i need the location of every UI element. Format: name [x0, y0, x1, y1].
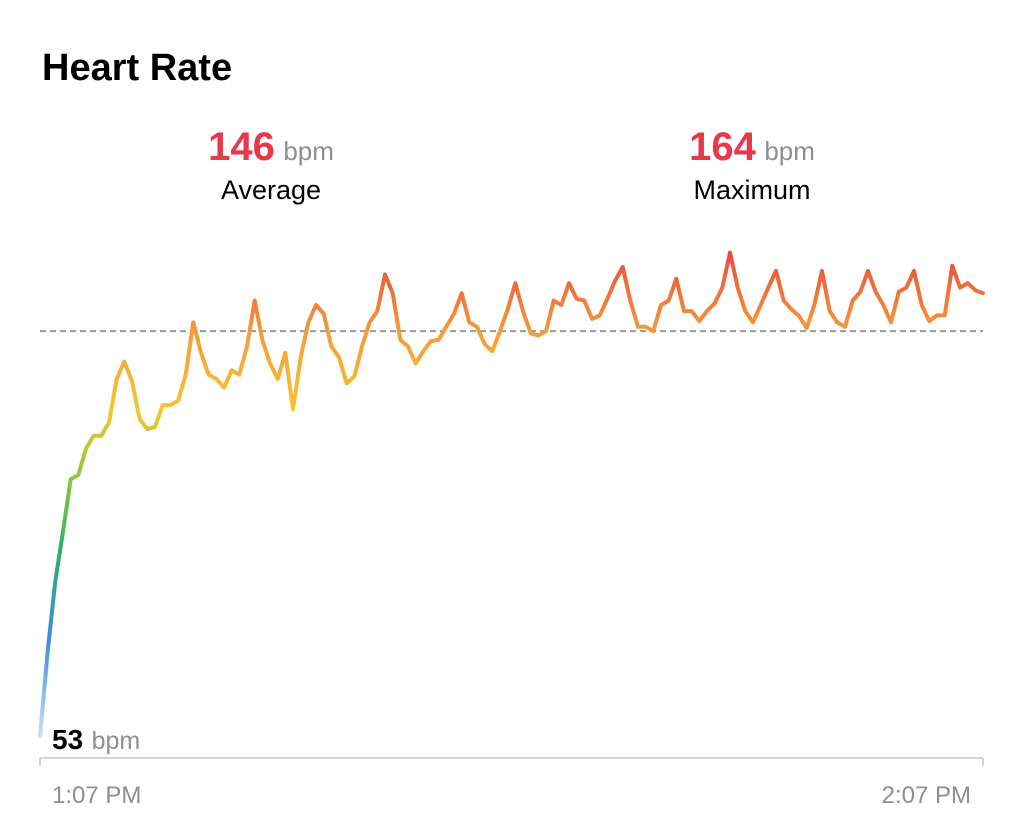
stat-value: 146	[208, 125, 275, 169]
stat-maximum: 164 bpm	[689, 125, 815, 169]
x-tick-label: 2:07 PM	[882, 782, 971, 809]
stat-value: 164	[689, 125, 756, 169]
stat-unit: bpm	[283, 136, 334, 166]
x-tick-label: 1:07 PM	[52, 782, 141, 809]
heart-rate-line	[38, 250, 985, 739]
min-unit: bpm	[92, 727, 141, 755]
stat-average: 146 bpm	[208, 125, 334, 169]
stat-label: Average	[221, 175, 321, 205]
min-label: 53 bpm	[52, 724, 140, 755]
min-value: 53	[52, 724, 83, 755]
chart-title: Heart Rate	[42, 47, 232, 89]
stat-unit: bpm	[764, 136, 815, 166]
stat-label: Maximum	[693, 175, 810, 205]
